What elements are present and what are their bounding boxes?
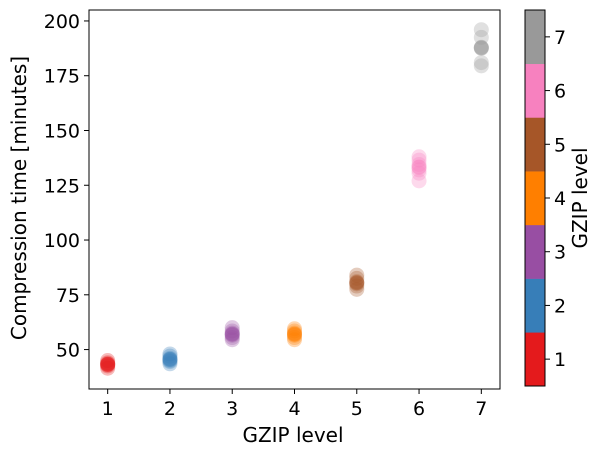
- colorbar-segment-3: [525, 224, 545, 279]
- x-tick-label: 5: [351, 398, 363, 420]
- data-point-overlap-level-4: [287, 326, 302, 342]
- data-point-overlap-level-5: [349, 275, 365, 291]
- data-point-level-6: [411, 149, 427, 165]
- x-tick-label: 7: [475, 398, 487, 420]
- x-axis-label: GZIP level: [242, 423, 343, 447]
- x-tick-label: 2: [164, 398, 176, 420]
- x-tick-label: 6: [413, 398, 425, 420]
- colorbar-segment-1: [525, 332, 545, 387]
- data-point-level-7: [473, 22, 489, 38]
- data-point-level-7: [473, 29, 489, 45]
- data-point-overlap-level-1: [100, 356, 116, 372]
- colorbar-segment-2: [525, 278, 545, 333]
- colorbar-label: GZIP level: [568, 147, 592, 248]
- colorbar-tick-label: 1: [554, 349, 566, 371]
- colorbar-segment-7: [525, 10, 545, 65]
- x-tick-label: 3: [226, 398, 238, 420]
- y-axis: 50 75 100 125 150 175 200: [44, 11, 89, 362]
- colorbar-tick-label: 6: [554, 81, 566, 103]
- colorbar-tick-label: 7: [554, 27, 566, 49]
- y-tick-label: 175: [44, 66, 80, 88]
- data-point-level-7: [473, 55, 489, 71]
- colorbar: 1 2 3 4 5 6 7: [524, 9, 566, 387]
- y-tick-label: 200: [44, 11, 80, 33]
- y-tick-label: 100: [44, 230, 80, 252]
- data-point-level-6: [411, 173, 427, 189]
- data-point-overlap-level-6: [411, 159, 427, 175]
- colorbar-segment-4: [525, 171, 545, 226]
- plot-area: [88, 9, 501, 390]
- colorbar-segment-6: [525, 63, 545, 118]
- y-tick-label: 125: [44, 175, 80, 197]
- data-point-overlap-level-7: [473, 40, 489, 56]
- colorbar-tick-label: 5: [554, 134, 566, 156]
- y-tick-label: 50: [56, 340, 80, 362]
- x-axis: 1 2 3 4 5 6 7: [102, 389, 487, 420]
- colorbar-tick-label: 3: [554, 242, 566, 264]
- x-tick-label: 1: [102, 398, 114, 420]
- y-tick-label: 75: [56, 285, 80, 307]
- data-point-level-7: [473, 58, 489, 74]
- y-tick-label: 150: [44, 120, 80, 142]
- data-point-overlap-level-2: [162, 351, 178, 367]
- y-axis-label: Compression time [minutes]: [7, 56, 31, 340]
- colorbar-tick-label: 2: [554, 295, 566, 317]
- colorbar-segment-5: [525, 117, 545, 172]
- colorbar-tick-label: 4: [554, 188, 566, 210]
- x-tick-label: 4: [288, 398, 300, 420]
- data-point-overlap-level-3: [224, 326, 240, 342]
